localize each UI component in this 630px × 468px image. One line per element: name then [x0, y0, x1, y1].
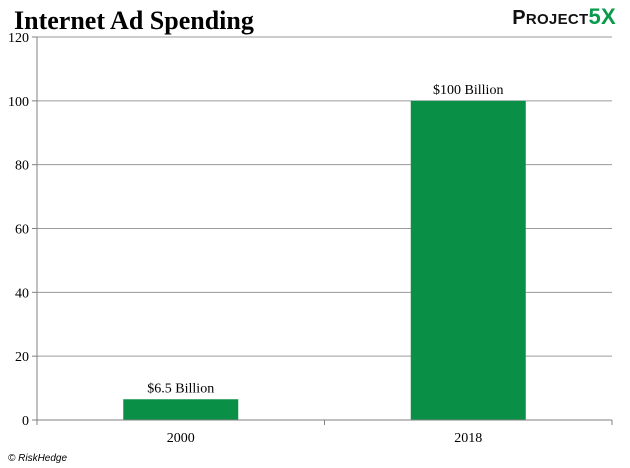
bars: [123, 100, 526, 420]
logo-accent: 5X: [588, 4, 616, 29]
bar-2000: [123, 399, 239, 420]
y-tick-label: 60: [15, 223, 29, 238]
y-tick-label: 120: [8, 31, 29, 46]
y-tick-labels: 0 20 40 60 80 100 120: [8, 31, 29, 429]
logo-text: P: [512, 7, 526, 29]
y-tick-label: 0: [22, 414, 29, 429]
data-label: $6.5 Billion: [147, 381, 214, 396]
axes: [36, 37, 612, 421]
chart-title: Internet Ad Spending: [14, 6, 254, 35]
data-labels: $6.5 Billion $100 Billion: [147, 83, 503, 396]
x-tick-label: 2000: [167, 431, 195, 446]
bar-2018: [410, 100, 526, 420]
x-tick-labels: 2000 2018: [167, 431, 483, 446]
footer-credit: © RiskHedge: [8, 453, 68, 464]
y-tick-label: 20: [15, 350, 29, 365]
data-label: $100 Billion: [433, 83, 503, 98]
logo-text-rest: ROJECT: [525, 11, 589, 28]
brand-logo: P ROJECT 5X: [512, 4, 616, 29]
x-tick-label: 2018: [454, 431, 482, 446]
y-tick-label: 100: [8, 95, 29, 110]
y-tick-label: 40: [15, 286, 29, 301]
y-tick-label: 80: [15, 159, 29, 174]
